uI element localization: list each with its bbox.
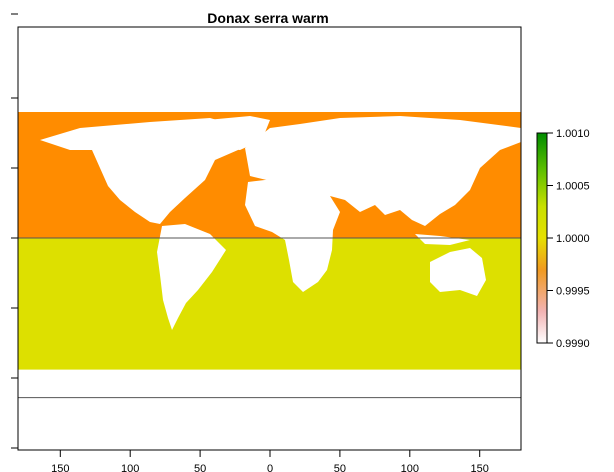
legend-tick-label-3: 0.9995 bbox=[556, 286, 590, 298]
y-axis bbox=[11, 13, 18, 449]
reference-lines bbox=[18, 237, 521, 399]
legend-colorbar bbox=[536, 132, 548, 344]
land-south-america bbox=[157, 224, 226, 330]
x-tick-label-3: 0 bbox=[267, 463, 273, 472]
x-tick-label-5: 100 bbox=[401, 463, 419, 472]
x-tick-label-4: 50 bbox=[334, 463, 346, 472]
land-africa bbox=[245, 178, 340, 292]
x-axis: 150 100 50 0 50 100 150 bbox=[51, 450, 489, 472]
x-tick-label-2: 50 bbox=[194, 463, 206, 472]
legend-tick-label-4: 0.9990 bbox=[556, 338, 590, 350]
legend: 1.0010 1.0005 1.0000 0.9995 0.9990 bbox=[536, 128, 590, 350]
land-australia bbox=[430, 248, 486, 296]
land-greenland bbox=[185, 116, 270, 150]
x-tick-label-6: 150 bbox=[471, 463, 489, 472]
land-north-america bbox=[40, 118, 245, 224]
x-tick-label-1: 100 bbox=[121, 463, 139, 472]
x-tick-label-0: 150 bbox=[51, 463, 69, 472]
legend-tick-label-1: 1.0005 bbox=[556, 181, 590, 193]
land-masses bbox=[18, 116, 521, 450]
land-indonesia bbox=[415, 234, 470, 245]
legend-tick-label-0: 1.0010 bbox=[556, 128, 590, 140]
chart-title: Donax serra warm bbox=[207, 10, 328, 26]
land-antarctica bbox=[18, 370, 521, 450]
legend-tick-label-2: 1.0000 bbox=[556, 233, 590, 245]
